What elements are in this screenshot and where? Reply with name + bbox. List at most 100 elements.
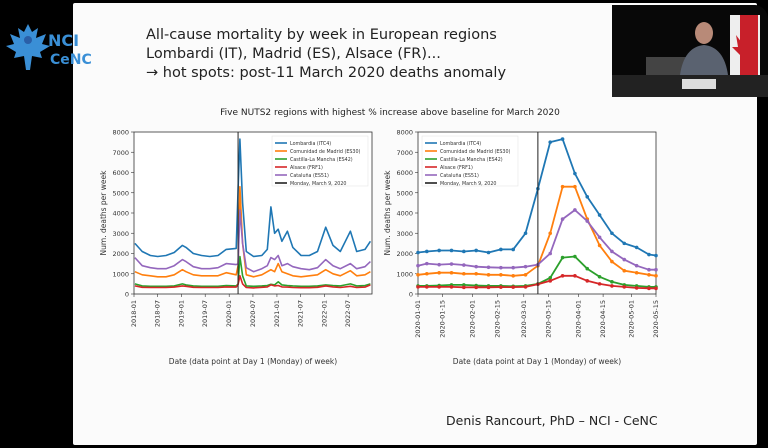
legend-label: Castilla-La Mancha (ES42) bbox=[440, 157, 503, 163]
x-axis-label: Date (data point at Day 1 (Monday) of we… bbox=[169, 357, 337, 366]
x-tick-label: 2020-01-15 bbox=[439, 300, 447, 338]
y-tick-label: 1000 bbox=[396, 270, 413, 278]
data-point bbox=[597, 274, 602, 279]
data-point bbox=[416, 250, 420, 255]
data-point bbox=[511, 273, 515, 278]
legend-box bbox=[421, 135, 519, 187]
maple-leaf-icon: NCI CeNC bbox=[6, 24, 92, 70]
data-point bbox=[610, 284, 614, 288]
y-tick-label: 2000 bbox=[396, 250, 413, 258]
data-point bbox=[622, 285, 627, 289]
data-point bbox=[548, 231, 553, 236]
data-point bbox=[425, 285, 429, 289]
data-point bbox=[597, 213, 602, 217]
data-point bbox=[523, 272, 528, 277]
data-point bbox=[647, 272, 651, 277]
y-tick-label: 7000 bbox=[112, 149, 129, 157]
series-line-castilla bbox=[134, 255, 371, 288]
y-tick-label: 5000 bbox=[396, 189, 413, 197]
data-point bbox=[437, 270, 441, 275]
data-point bbox=[449, 262, 454, 266]
legend-label: Castilla-La Mancha (ES42) bbox=[290, 157, 353, 163]
x-tick-label: 2018-01 bbox=[130, 300, 138, 327]
chart-weekly-deaths-2018-2022: 0 1000 2000 3000 4000 5000 6000 7000 8000 2018-01… bbox=[99, 129, 373, 366]
y-tick-label: 1000 bbox=[112, 270, 129, 278]
legend-label: Monday, March 9, 2020 bbox=[290, 181, 346, 187]
x-tick-label: 2020-05-15 bbox=[652, 300, 660, 338]
data-point bbox=[462, 263, 466, 267]
series-line-cataluna bbox=[134, 209, 371, 273]
svg-text:NCI: NCI bbox=[48, 31, 79, 50]
title-line: → hot spots: post-11 March 2020 deaths a… bbox=[146, 65, 507, 81]
series-line-madrid bbox=[134, 185, 371, 278]
legend-label: Comunidad de Madrid (ES30) bbox=[290, 149, 360, 155]
data-point bbox=[654, 286, 658, 291]
x-tick-label: 2020-02-01 bbox=[469, 300, 477, 338]
figure-suptitle: Five NUTS2 regions with highest % increa… bbox=[220, 108, 560, 118]
data-point bbox=[610, 280, 614, 284]
y-tick-label: 5000 bbox=[112, 189, 129, 197]
data-point bbox=[511, 285, 515, 289]
data-point bbox=[610, 231, 614, 236]
data-point bbox=[585, 195, 590, 199]
data-point bbox=[654, 273, 658, 278]
y-tick-label: 3000 bbox=[112, 230, 129, 238]
x-tick-label: 2020-04-01 bbox=[574, 300, 582, 338]
y-tick-label: 6000 bbox=[396, 169, 413, 177]
data-point bbox=[462, 271, 466, 276]
nci-cenc-logo: NCI CeNC bbox=[2, 22, 122, 72]
data-point bbox=[486, 272, 491, 277]
y-tick-label: 2000 bbox=[112, 250, 129, 258]
x-axis-label: Date (data point at Day 1 (Monday) of we… bbox=[453, 357, 621, 366]
speaker-video-thumbnail[interactable] bbox=[612, 5, 768, 97]
speaker-video bbox=[612, 5, 768, 97]
data-point bbox=[523, 285, 528, 289]
data-point bbox=[597, 282, 602, 286]
legend-label: Lombardia (ITC4) bbox=[290, 141, 331, 147]
x-tick-label: 2020-02-15 bbox=[493, 300, 501, 338]
data-point bbox=[523, 231, 528, 236]
data-point bbox=[462, 285, 466, 290]
y-tick-label: 6000 bbox=[112, 169, 129, 177]
data-point bbox=[425, 249, 429, 254]
screen-border bbox=[0, 0, 73, 448]
data-point bbox=[548, 276, 553, 280]
data-point bbox=[425, 261, 429, 266]
data-point bbox=[622, 257, 627, 262]
data-point bbox=[597, 235, 602, 240]
data-point bbox=[486, 265, 491, 270]
y-tick-label: 8000 bbox=[112, 129, 129, 137]
data-point bbox=[511, 265, 515, 270]
data-point bbox=[560, 273, 565, 278]
data-point bbox=[474, 248, 478, 253]
data-point bbox=[573, 208, 577, 212]
legend-label: Cataluña (ES51) bbox=[290, 173, 329, 179]
data-point bbox=[573, 254, 577, 259]
data-point bbox=[560, 184, 565, 189]
legend-label: Alsace (FRF1) bbox=[290, 165, 323, 171]
data-point bbox=[560, 255, 565, 260]
x-tick-label: 2021-07 bbox=[297, 300, 305, 327]
y-tick-label: 4000 bbox=[396, 210, 413, 218]
data-point bbox=[560, 217, 565, 221]
data-point bbox=[573, 273, 577, 278]
y-tick-label: 0 bbox=[409, 291, 413, 299]
data-point bbox=[425, 271, 429, 276]
data-point bbox=[548, 279, 553, 283]
y-axis-label: Num. deaths per week bbox=[383, 170, 392, 256]
data-point bbox=[654, 267, 658, 272]
x-tick-label: 2020-03-15 bbox=[544, 300, 552, 338]
data-point bbox=[585, 219, 590, 223]
legend-label: Cataluña (ES51) bbox=[440, 173, 479, 179]
y-axis-label: Num. deaths per week bbox=[99, 170, 108, 256]
data-point bbox=[499, 272, 503, 277]
data-point bbox=[634, 270, 639, 275]
data-point bbox=[654, 253, 658, 258]
data-point bbox=[647, 267, 651, 272]
x-tick-label: 2022-01 bbox=[321, 300, 329, 327]
chart-weekly-deaths-2020: 0 1000 2000 3000 4000 5000 6000 7000 8000 2020-01… bbox=[383, 129, 660, 367]
x-tick-label: 2020-03-01 bbox=[520, 300, 528, 338]
data-point bbox=[437, 248, 441, 253]
data-point bbox=[449, 285, 454, 289]
data-point bbox=[499, 285, 503, 289]
